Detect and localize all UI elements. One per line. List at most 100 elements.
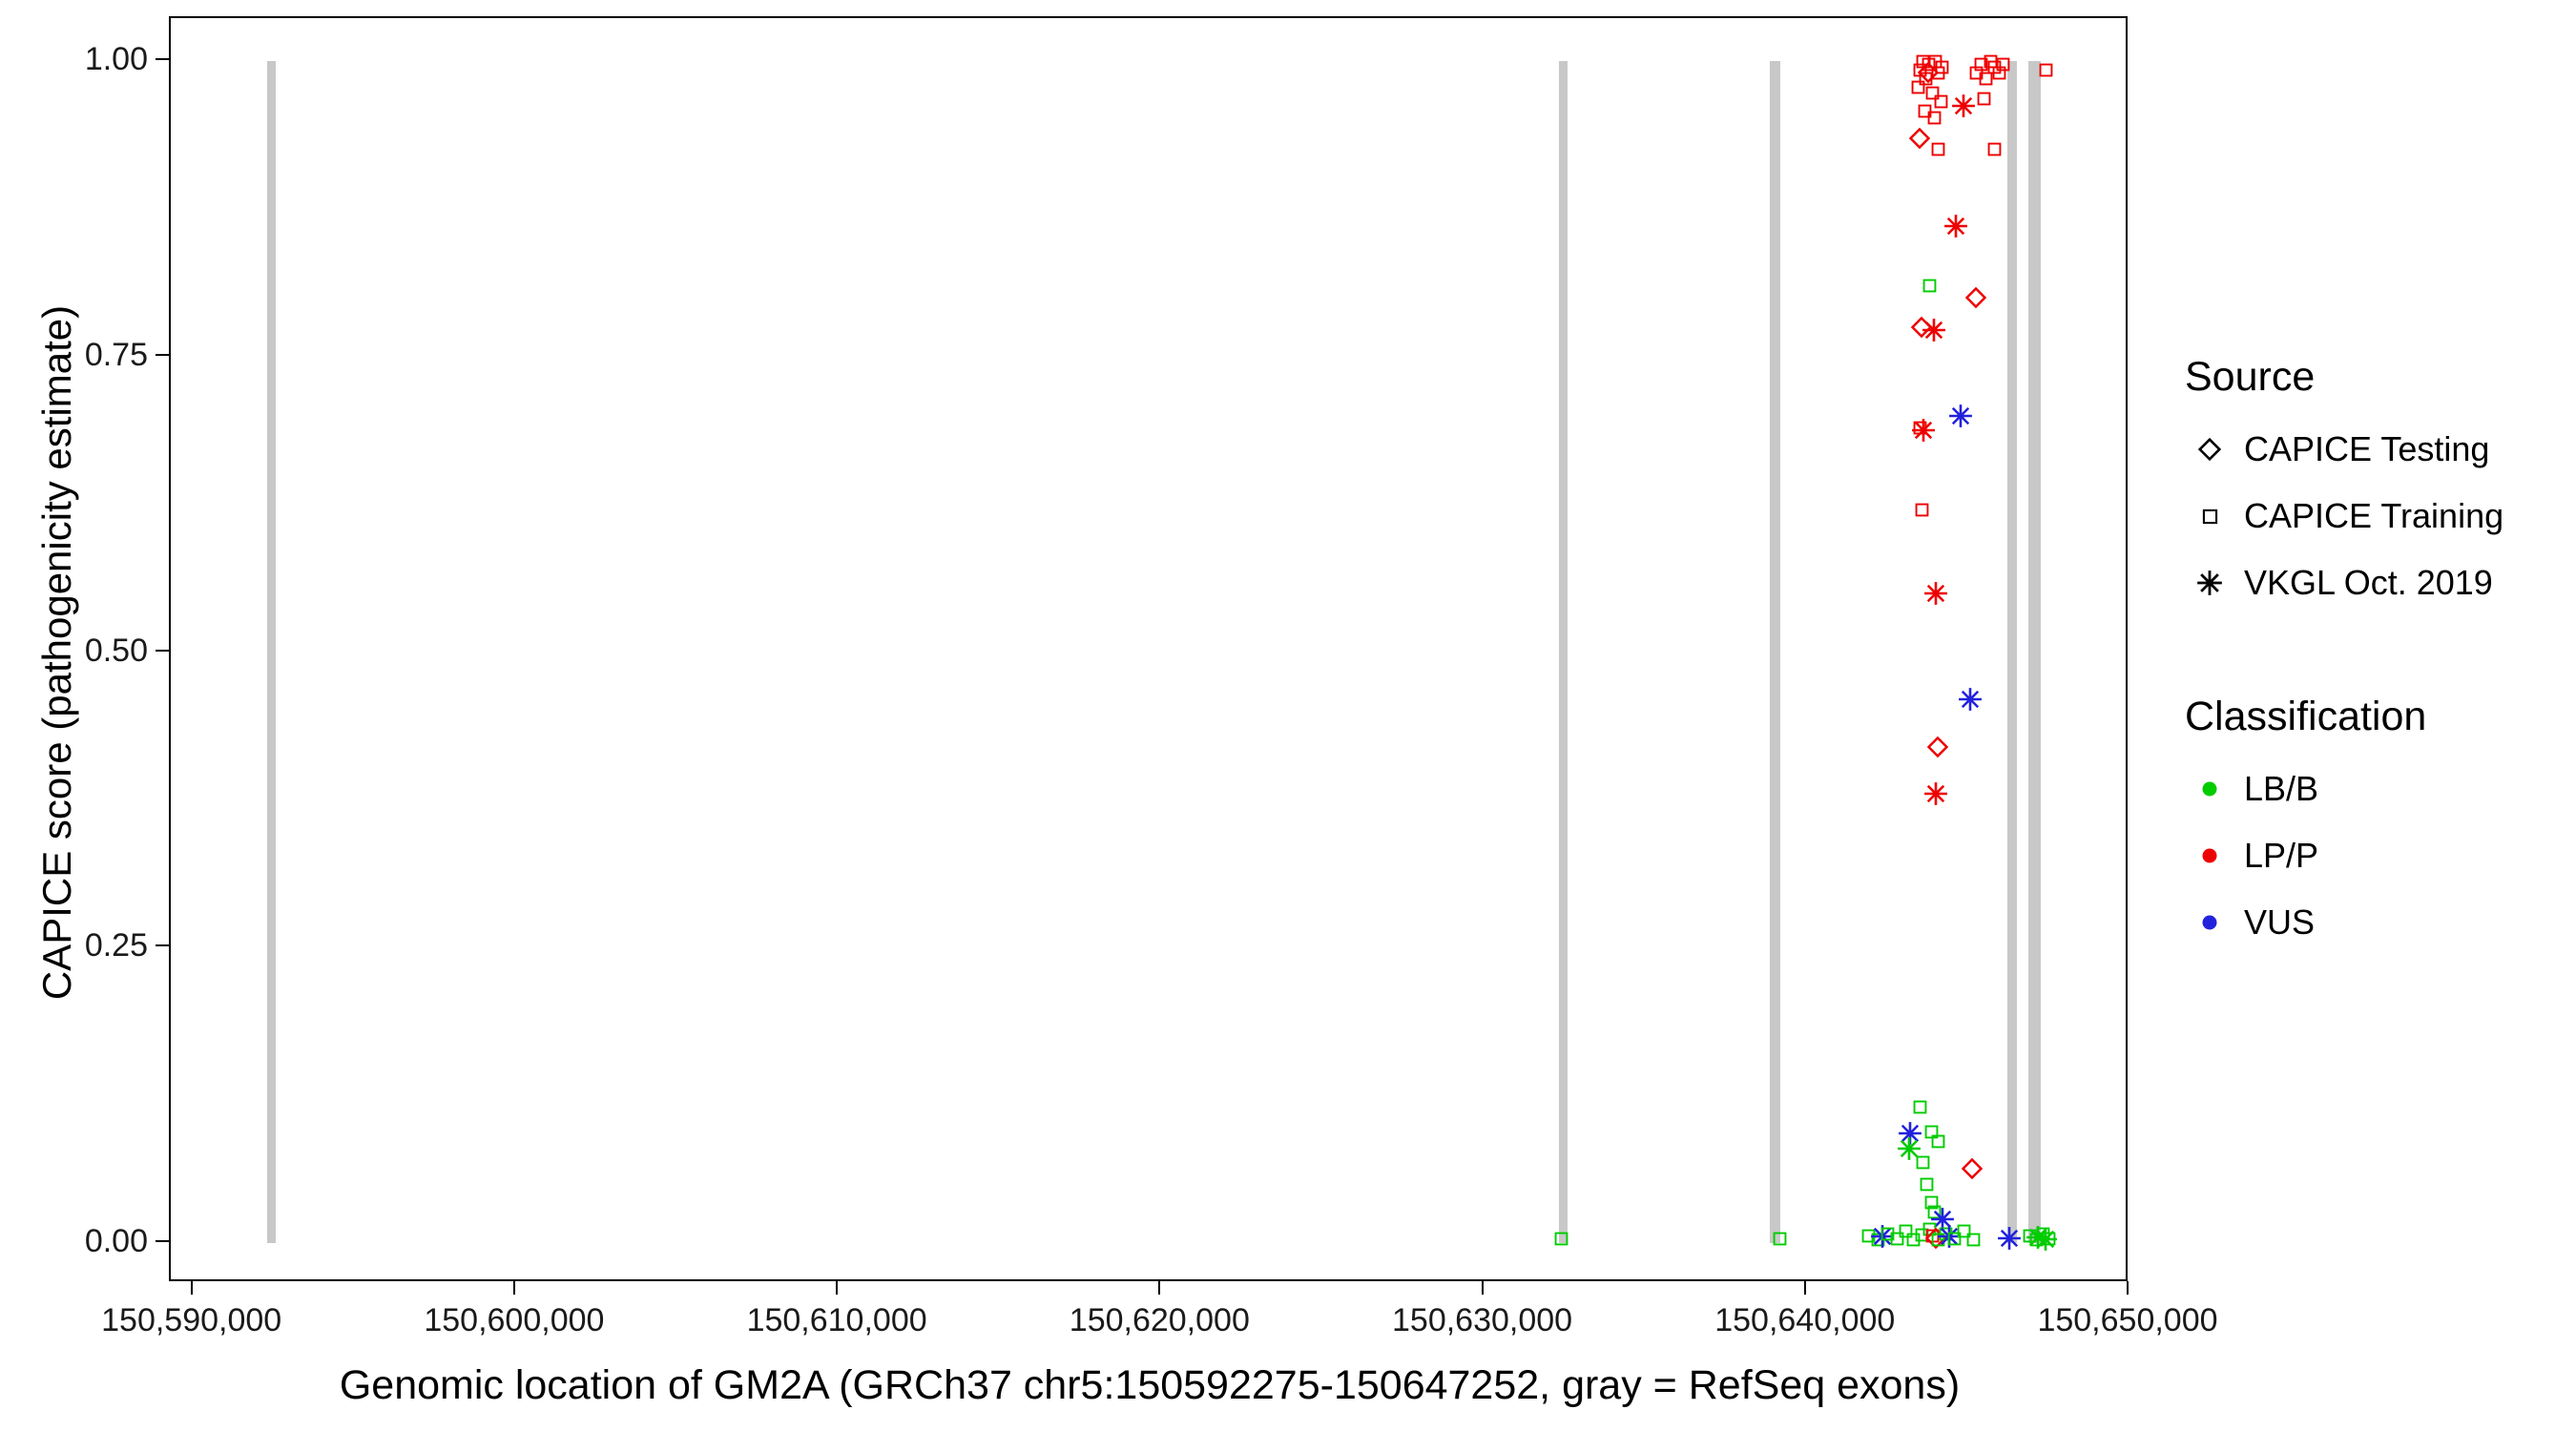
x-tick-label: 150,590,000 — [101, 1302, 282, 1338]
legend-item-star: VKGL Oct. 2019 — [2185, 550, 2566, 616]
data-point — [1955, 1222, 1973, 1245]
x-tick-mark — [1481, 1281, 1484, 1295]
data-point — [1933, 58, 1951, 81]
x-tick-mark — [190, 1281, 193, 1295]
y-tick-mark — [156, 1240, 169, 1242]
class-key-icon — [2185, 831, 2234, 881]
data-point — [2040, 1230, 2058, 1253]
legend-item-class: VUS — [2185, 889, 2566, 956]
data-point — [1972, 55, 1990, 78]
data-point — [2033, 1227, 2058, 1256]
data-point — [1904, 1231, 1922, 1254]
legend-classification-title: Classification — [2185, 694, 2427, 739]
legend-item-class: LB/B — [2185, 756, 2566, 822]
y-tick-label: 0.00 — [84, 1223, 148, 1259]
data-point — [1909, 78, 1927, 101]
data-point — [1922, 1193, 1941, 1216]
data-point — [1943, 214, 1968, 243]
data-point — [1879, 1225, 1897, 1248]
legend-item-label: CAPICE Training — [2244, 496, 2504, 535]
x-tick-label: 150,640,000 — [1714, 1302, 1896, 1338]
data-point — [1913, 501, 1931, 524]
data-point — [1917, 61, 1940, 89]
data-point — [1914, 1153, 1932, 1176]
x-tick-mark — [2127, 1281, 2129, 1295]
data-point — [1911, 1098, 1929, 1121]
data-point — [1961, 1157, 1984, 1185]
data-point — [1929, 140, 1947, 163]
y-tick-mark — [156, 944, 169, 947]
data-point — [2037, 61, 2055, 84]
plot-panel — [169, 16, 2128, 1281]
class-key-icon — [2185, 764, 2234, 814]
data-point — [1925, 109, 1943, 132]
data-point — [1930, 1207, 1955, 1236]
data-point — [1923, 781, 1948, 811]
refseq-exon-bar — [2007, 61, 2018, 1243]
data-point — [1990, 64, 2008, 87]
x-axis-title: Genomic location of GM2A (GRCh37 chr5:15… — [339, 1362, 1961, 1408]
data-point — [1923, 581, 1948, 611]
legend-item-label: VUS — [2244, 902, 2316, 942]
data-point — [1921, 277, 1939, 300]
y-tick-label: 0.75 — [84, 336, 148, 373]
legend-item-label: CAPICE Testing — [2244, 429, 2490, 468]
x-tick-mark — [512, 1281, 515, 1295]
x-tick-label: 150,600,000 — [424, 1302, 605, 1338]
data-point — [1923, 84, 1942, 107]
data-point — [1964, 286, 1987, 314]
legend-source-block: Source CAPICE Testing CAPICE Training VKGL… — [2185, 353, 2566, 616]
data-point — [1552, 1230, 1570, 1253]
x-tick-mark — [1158, 1281, 1161, 1295]
data-point — [1898, 1121, 1922, 1151]
diamond-key-icon — [2185, 425, 2234, 474]
class-key-icon — [2185, 898, 2234, 947]
x-tick-label: 150,630,000 — [1392, 1302, 1573, 1338]
data-point — [1888, 1230, 1906, 1253]
data-point — [1951, 93, 1976, 123]
legend-source-items: CAPICE Testing CAPICE Training VKGL Oct. 2… — [2185, 416, 2566, 616]
y-tick-mark — [156, 353, 169, 356]
data-point — [1929, 1132, 1947, 1155]
legend-item-class: LP/P — [2185, 822, 2566, 889]
x-tick-label: 150,650,000 — [2037, 1302, 2218, 1338]
x-tick-mark — [1803, 1281, 1806, 1295]
refseq-exon-bar — [1559, 61, 1568, 1243]
data-point — [1922, 318, 1946, 347]
y-tick-mark — [156, 649, 169, 652]
refseq-exon-bar — [266, 61, 277, 1243]
legend-item-diamond: CAPICE Testing — [2185, 416, 2566, 483]
data-point — [1997, 1226, 2022, 1255]
data-point — [1911, 419, 1929, 442]
y-tick-label: 1.00 — [84, 41, 148, 77]
y-tick-label: 0.50 — [84, 632, 148, 669]
data-point — [1994, 55, 2012, 78]
data-point — [1948, 404, 1973, 433]
legend-item-label: LB/B — [2244, 769, 2319, 808]
data-point — [1925, 1203, 1943, 1226]
legend-classification-block: Classification LB/B LP/P VUS — [2185, 693, 2566, 956]
data-point — [1918, 1175, 1936, 1198]
legend-source-title: Source — [2185, 354, 2316, 400]
x-tick-label: 150,620,000 — [1069, 1302, 1250, 1338]
star-key-icon — [2185, 558, 2234, 608]
data-point — [1975, 90, 1993, 113]
x-tick-label: 150,610,000 — [746, 1302, 927, 1338]
data-point — [1897, 1222, 1915, 1245]
refseq-exon-bar — [1770, 61, 1781, 1243]
data-point — [1916, 102, 1934, 125]
data-point — [1964, 1231, 1983, 1254]
x-tick-mark — [836, 1281, 839, 1295]
data-point — [1977, 70, 1995, 93]
y-axis-title: CAPICE score (pathogenicity estimate) — [34, 304, 79, 1001]
square-key-icon — [2185, 491, 2234, 541]
y-tick-label: 0.25 — [84, 927, 148, 964]
legend-classification-items: LB/B LP/P VUS — [2185, 756, 2566, 956]
y-tick-mark — [156, 58, 169, 60]
legend-panel: Source CAPICE Testing CAPICE Training VKGL… — [2185, 353, 2566, 956]
data-point — [1897, 1136, 1922, 1166]
data-point — [1771, 1230, 1789, 1253]
data-point — [1911, 418, 1936, 447]
data-point — [1926, 736, 1949, 763]
